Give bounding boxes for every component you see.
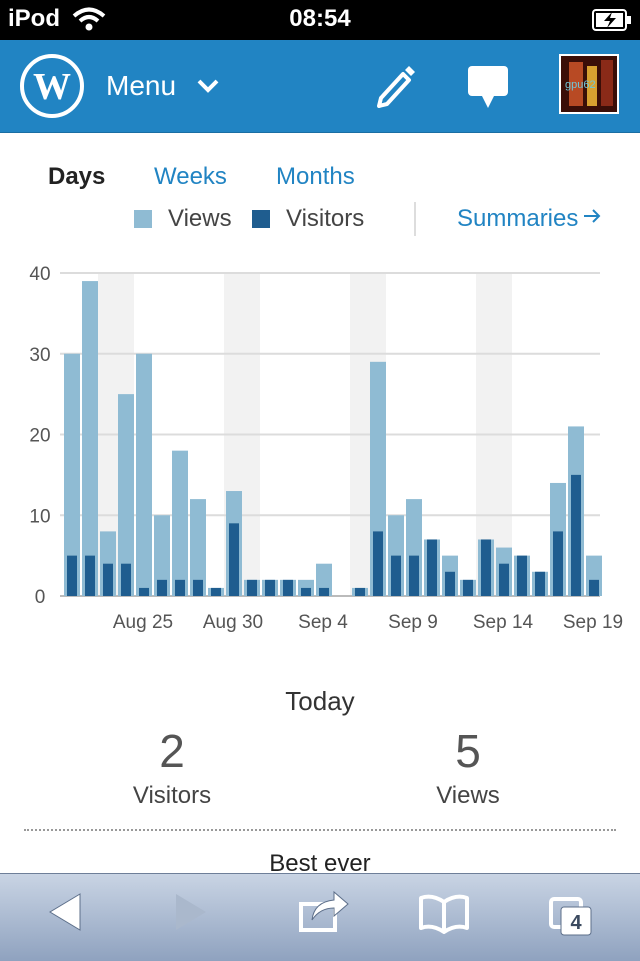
x-tick-label: Sep 19 xyxy=(563,612,623,633)
visitors-bar xyxy=(85,555,95,596)
visitors-bar xyxy=(139,587,149,596)
visitors-bar xyxy=(229,523,239,596)
y-tick-label: 20 xyxy=(29,426,50,447)
bookmarks-icon[interactable] xyxy=(418,894,470,934)
visitors-bar xyxy=(103,563,113,596)
best-ever-title: Best ever xyxy=(269,850,371,877)
visitors-bar xyxy=(517,555,527,596)
avatar-text: gpu62 xyxy=(565,79,596,91)
tabs-count: 4 xyxy=(570,912,582,934)
visitors-bar xyxy=(409,555,419,596)
notifications-icon[interactable] xyxy=(466,64,510,110)
wordpress-logo-icon[interactable]: W xyxy=(20,54,84,118)
tab-days[interactable]: Days xyxy=(48,163,106,190)
views-bar xyxy=(64,353,80,596)
visitors-bar xyxy=(193,579,203,596)
y-tick-label: 30 xyxy=(29,345,50,366)
forward-icon[interactable] xyxy=(174,892,210,932)
today-title: Today xyxy=(285,686,355,716)
visitors-bar xyxy=(67,555,77,596)
summaries-link[interactable]: Summaries xyxy=(457,205,602,233)
legend-visitors: Visitors xyxy=(286,205,365,232)
carrier-label: iPod xyxy=(8,5,60,32)
visitors-bar xyxy=(589,579,599,596)
today-visitors-label: Visitors xyxy=(132,782,212,809)
visitors-bar xyxy=(535,571,545,596)
x-tick-label: Aug 30 xyxy=(203,612,263,633)
menu-button[interactable]: Menu xyxy=(106,70,177,101)
visitors-bar xyxy=(391,555,401,596)
visitors-bar xyxy=(247,579,257,596)
visitors-bar xyxy=(571,474,581,596)
legend-views: Views xyxy=(168,205,232,232)
battery-charging-icon xyxy=(592,9,631,31)
pencil-icon[interactable] xyxy=(373,62,419,108)
views-bar xyxy=(154,515,170,596)
views-swatch xyxy=(134,210,152,228)
visitors-bar xyxy=(319,587,329,596)
views-bar xyxy=(172,450,188,596)
visitors-bar xyxy=(301,587,311,596)
views-bar xyxy=(82,281,98,596)
x-tick-label: Aug 25 xyxy=(113,612,173,633)
visitors-bar xyxy=(373,531,383,596)
today-views-value: 5 xyxy=(455,725,481,777)
y-tick-label: 0 xyxy=(35,587,46,608)
svg-text:W: W xyxy=(33,66,71,108)
back-icon[interactable] xyxy=(46,892,82,932)
stats-chart: 0 10 20 30 40 Aug 25 Aug 30 Sep 4 Sep 9 Sep 14 Sep… xyxy=(29,264,623,633)
visitors-bar xyxy=(283,579,293,596)
views-bar xyxy=(118,394,134,596)
divider xyxy=(24,829,616,831)
visitors-bar xyxy=(157,579,167,596)
visitors-bar xyxy=(481,539,491,596)
visitors-bar xyxy=(553,531,563,596)
tabs-icon[interactable]: 4 xyxy=(548,896,594,938)
y-tick-label: 10 xyxy=(29,506,50,527)
today-views-label: Views xyxy=(436,782,500,809)
wifi-icon xyxy=(72,7,106,31)
views-bar xyxy=(190,499,206,596)
visitors-bar xyxy=(463,579,473,596)
status-bar: iPod 08:54 xyxy=(0,0,640,40)
visitors-bar xyxy=(175,579,185,596)
visitors-bar xyxy=(355,587,365,596)
x-tick-label: Sep 14 xyxy=(473,612,534,633)
y-tick-label: 40 xyxy=(29,264,50,285)
arrow-right-icon xyxy=(584,209,601,223)
tab-months[interactable]: Months xyxy=(276,163,355,190)
tab-weeks[interactable]: Weeks xyxy=(154,163,227,190)
visitors-bar xyxy=(427,539,437,596)
x-tick-label: Sep 4 xyxy=(298,612,348,633)
x-tick-label: Sep 9 xyxy=(388,612,438,633)
browser-toolbar: 4 xyxy=(0,873,640,961)
avatar[interactable]: gpu62 xyxy=(559,54,619,114)
chevron-down-icon[interactable] xyxy=(196,78,220,94)
visitors-swatch xyxy=(252,210,270,228)
visitors-bar xyxy=(499,563,509,596)
visitors-bar xyxy=(211,587,221,596)
visitors-bar xyxy=(445,571,455,596)
today-visitors-value: 2 xyxy=(159,725,185,777)
views-bar xyxy=(136,353,152,596)
visitors-bar xyxy=(121,563,131,596)
avatar-image: gpu62 xyxy=(561,56,617,112)
share-icon[interactable] xyxy=(298,888,350,934)
legend-divider xyxy=(414,202,416,236)
visitors-bar xyxy=(265,579,275,596)
summaries-label: Summaries xyxy=(457,205,579,232)
masthead: W Menu gpu62 xyxy=(0,40,640,133)
clock: 08:54 xyxy=(289,5,351,32)
